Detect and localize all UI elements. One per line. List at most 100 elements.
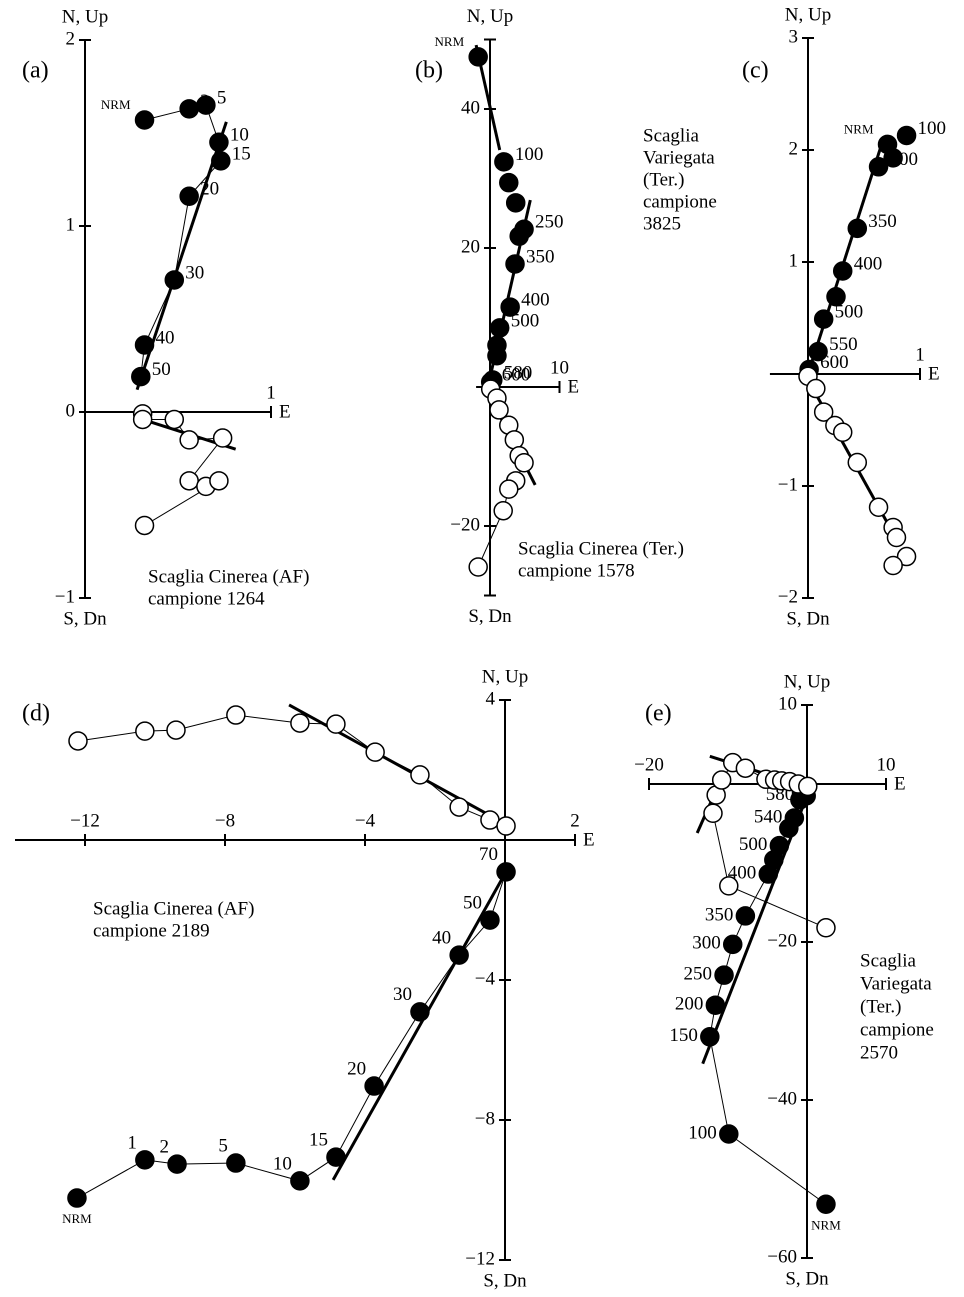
point-label: 30: [185, 262, 204, 283]
point-label: 40: [156, 327, 175, 348]
annotation: Variegata: [643, 147, 715, 168]
y-axis-label: S, Dn: [483, 1270, 527, 1291]
annotation: Variegata: [860, 973, 932, 994]
point: [480, 810, 500, 830]
point-label: 600: [820, 352, 849, 373]
point: [813, 309, 834, 329]
x-axis-label: E: [279, 401, 291, 422]
panel-label: (e): [645, 701, 672, 727]
point-label: 20: [347, 1058, 366, 1079]
point: [179, 471, 199, 491]
y-axis-label: N, Up: [62, 6, 108, 27]
point: [131, 366, 151, 387]
point: [714, 965, 734, 985]
point: [480, 910, 500, 930]
x-tick-label: −12: [70, 810, 100, 831]
fit-line: [806, 139, 885, 375]
y-tick-label: 4: [486, 688, 496, 709]
point: [135, 1150, 155, 1170]
y-tick-label: −2: [778, 586, 798, 607]
point: [132, 409, 153, 430]
point: [719, 876, 739, 896]
point: [290, 713, 310, 733]
annotation: Scaglia: [643, 125, 699, 146]
point: [798, 776, 818, 797]
annotation: campione: [860, 1019, 934, 1040]
y-tick-label: 10: [778, 693, 797, 714]
y-tick-label: −8: [475, 1108, 495, 1129]
point: [722, 934, 743, 955]
point-label: 10: [230, 125, 249, 146]
point: [468, 557, 488, 577]
point: [847, 452, 868, 473]
point-label: 540: [754, 806, 783, 827]
point-label: NRM: [101, 97, 131, 112]
point: [179, 186, 199, 206]
panel-label: (d): [22, 701, 50, 727]
point: [209, 132, 229, 153]
point: [509, 226, 529, 246]
point-label: 600: [502, 364, 531, 385]
point-label: 350: [705, 904, 734, 925]
y-axis-label: S, Dn: [63, 608, 107, 629]
point: [883, 555, 903, 576]
y-tick-label: −4: [475, 968, 496, 989]
point: [711, 770, 732, 790]
annotation: campione 1578: [518, 560, 635, 581]
point: [326, 714, 346, 734]
point-label: NRM: [811, 1217, 841, 1232]
y-axis-label: N, Up: [482, 666, 528, 687]
annotation: 2570: [860, 1042, 898, 1063]
annotation: Scaglia Cinerea (Ter.): [518, 538, 684, 559]
y-axis-label: S, Dn: [786, 608, 830, 629]
x-tick-label: −20: [634, 754, 664, 775]
annotation: campione 1264: [148, 588, 265, 609]
point: [166, 720, 186, 740]
point: [449, 797, 469, 817]
point: [326, 1147, 346, 1167]
point: [847, 218, 868, 239]
annotation: Scaglia Cinerea (AF): [148, 566, 309, 587]
point: [67, 1188, 87, 1208]
point: [179, 99, 199, 119]
y-tick-label: −40: [767, 1088, 797, 1109]
point: [868, 497, 889, 518]
point: [489, 318, 510, 338]
x-axis-label: E: [928, 363, 940, 384]
point: [883, 148, 903, 168]
point: [813, 402, 834, 422]
connecting-line: [142, 413, 224, 526]
annotation: Scaglia: [860, 950, 916, 971]
x-tick-label: −4: [355, 810, 376, 831]
annotation: (Ter.): [643, 169, 684, 190]
point: [496, 816, 516, 836]
point: [134, 335, 155, 355]
point: [700, 1027, 720, 1047]
x-tick-label: 2: [570, 810, 580, 831]
point-label: 350: [868, 211, 897, 232]
y-axis-label: N, Up: [785, 4, 831, 25]
y-tick-label: −20: [450, 514, 480, 535]
point: [68, 731, 88, 751]
y-tick-label: −12: [465, 1248, 495, 1269]
point: [505, 193, 526, 213]
point: [468, 47, 488, 67]
point: [499, 479, 519, 499]
panel-label: (a): [22, 58, 49, 84]
point-label: NRM: [435, 34, 465, 49]
x-tick-label: 1: [915, 344, 925, 365]
point-label: 70: [479, 844, 498, 865]
fit-line: [288, 703, 508, 827]
point: [705, 995, 726, 1015]
panel-label: (c): [742, 58, 769, 84]
x-axis-label: E: [568, 376, 580, 397]
y-tick-label: −20: [767, 930, 797, 951]
point-label: 550: [829, 334, 858, 355]
annotation: Scaglia Cinerea (AF): [93, 898, 254, 919]
y-tick-label: −1: [778, 474, 798, 495]
point: [896, 125, 917, 146]
point: [209, 471, 229, 491]
point-label: 250: [684, 964, 713, 985]
point: [494, 152, 514, 172]
y-tick-label: 20: [461, 236, 480, 257]
